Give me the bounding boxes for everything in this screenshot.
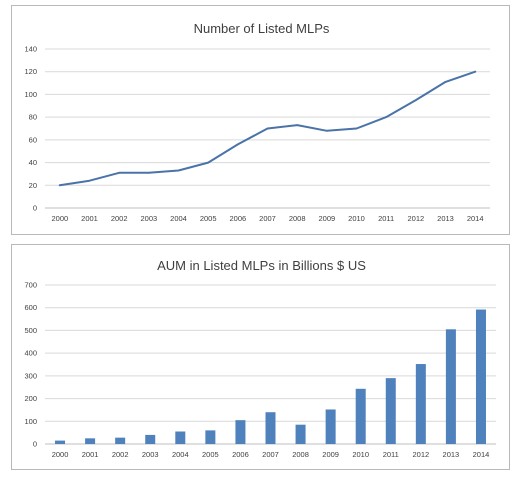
line-chart-x-tick-label: 2013 xyxy=(437,214,454,223)
line-chart-y-tick-label: 0 xyxy=(33,204,37,213)
bar-chart-bar xyxy=(175,431,186,444)
bar-chart-bar xyxy=(385,378,396,444)
line-chart-x-tick-label: 2004 xyxy=(170,214,187,223)
line-chart-point xyxy=(88,179,91,182)
line-chart-point xyxy=(118,171,120,174)
bar-chart-bar xyxy=(415,364,426,444)
bar-chart-x-tick-label: 2010 xyxy=(352,450,369,459)
bar-chart-y-tick-label: 500 xyxy=(24,326,37,335)
bar-chart-y-tick-label: 200 xyxy=(24,394,37,403)
bar-chart-bar xyxy=(205,430,216,444)
bar-chart-bar xyxy=(265,412,276,444)
line-chart-point xyxy=(355,127,358,130)
bar-chart-x-tick-label: 2000 xyxy=(52,450,69,459)
line-chart-point xyxy=(444,81,447,83)
line-chart-x-tick-label: 2011 xyxy=(378,214,394,223)
line-chart-x-tick-label: 2010 xyxy=(348,214,365,223)
bar-chart-x-tick-label: 2004 xyxy=(172,450,189,459)
bar-chart-title: AUM in Listed MLPs in Billions $ US xyxy=(157,258,366,273)
bar-chart-x-tick-label: 2001 xyxy=(82,450,99,459)
bar-chart-x-tick-label: 2005 xyxy=(202,450,219,459)
bar-chart-bar xyxy=(85,438,96,444)
line-chart-point xyxy=(237,143,239,146)
line-chart-x-tick-label: 2007 xyxy=(259,214,276,223)
bar-chart-y-tick-label: 100 xyxy=(24,417,37,426)
line-chart-point xyxy=(385,116,387,118)
bar-chart-x-tick-label: 2011 xyxy=(383,450,399,459)
line-chart-y-tick-label: 40 xyxy=(29,158,37,167)
line-chart-x-tick-label: 2012 xyxy=(407,214,424,223)
line-chart-point xyxy=(59,184,61,187)
bar-chart-x-tick-label: 2013 xyxy=(443,450,460,459)
line-chart-x-tick-label: 2014 xyxy=(467,214,484,223)
line-chart-x-tick-label: 2000 xyxy=(51,214,68,223)
line-chart-svg: Number of Listed MLPs 0 20 40 60 80 100 120 140… xyxy=(24,21,490,223)
line-chart-point xyxy=(296,124,298,126)
listed-mlps-count-chart: Number of Listed MLPs 0 20 40 60 80 100 120 140… xyxy=(11,5,510,235)
line-chart-point xyxy=(415,99,417,101)
bar-chart-bar xyxy=(325,409,336,444)
line-chart-point xyxy=(474,70,476,73)
bar-chart-bar xyxy=(115,437,126,444)
bar-chart-bar xyxy=(355,388,366,444)
line-chart-y-tick-label: 20 xyxy=(29,181,37,190)
line-chart-y-tick-label: 60 xyxy=(29,135,37,144)
line-chart-x-tick-label: 2008 xyxy=(289,214,306,223)
line-chart-x-tick-label: 2003 xyxy=(140,214,157,223)
line-chart-point xyxy=(177,169,180,172)
line-chart-point xyxy=(266,127,269,130)
bar-chart-y-tick-label: 0 xyxy=(33,440,37,449)
bar-chart-bar xyxy=(475,309,486,444)
bar-chart-bar xyxy=(445,329,456,444)
bar-chart-bar xyxy=(295,424,306,444)
line-chart-point xyxy=(207,161,209,164)
line-chart-y-tick-label: 100 xyxy=(24,90,37,99)
bar-chart-y-tick-label: 600 xyxy=(24,303,37,312)
bar-chart-bar xyxy=(235,420,246,444)
line-chart-x-tick-label: 2005 xyxy=(200,214,217,223)
bar-chart-x-tick-label: 2007 xyxy=(262,450,279,459)
line-chart-x-tick-label: 2006 xyxy=(229,214,246,223)
line-chart-y-tick-label: 120 xyxy=(24,67,37,76)
bar-chart-y-tick-label: 300 xyxy=(24,371,37,380)
bar-chart-bar xyxy=(55,440,66,444)
line-chart-x-tick-label: 2002 xyxy=(111,214,128,223)
line-chart-point xyxy=(148,171,150,174)
bar-chart-y-tick-label: 400 xyxy=(24,349,37,358)
bar-chart-x-tick-label: 2014 xyxy=(473,450,490,459)
bar-chart-y-tick-label: 700 xyxy=(24,281,37,290)
line-chart-title: Number of Listed MLPs xyxy=(194,21,330,36)
line-chart-point xyxy=(326,129,328,132)
bar-chart-x-tick-label: 2002 xyxy=(112,450,129,459)
bar-chart-svg: AUM in Listed MLPs in Billions $ US 0 100… xyxy=(24,258,496,459)
mlp-aum-chart: AUM in Listed MLPs in Billions $ US 0 100… xyxy=(11,244,510,470)
line-chart-y-tick-label: 140 xyxy=(24,45,37,54)
line-chart-x-tick-label: 2009 xyxy=(318,214,335,223)
bar-chart-bar xyxy=(145,434,156,444)
bar-chart-x-tick-label: 2006 xyxy=(232,450,249,459)
bar-chart-x-tick-label: 2012 xyxy=(412,450,429,459)
bar-chart-x-tick-label: 2009 xyxy=(322,450,339,459)
bar-chart-x-tick-label: 2008 xyxy=(292,450,309,459)
bar-chart-x-tick-label: 2003 xyxy=(142,450,159,459)
line-chart-x-tick-label: 2001 xyxy=(81,214,98,223)
line-chart-y-tick-label: 80 xyxy=(29,113,37,122)
